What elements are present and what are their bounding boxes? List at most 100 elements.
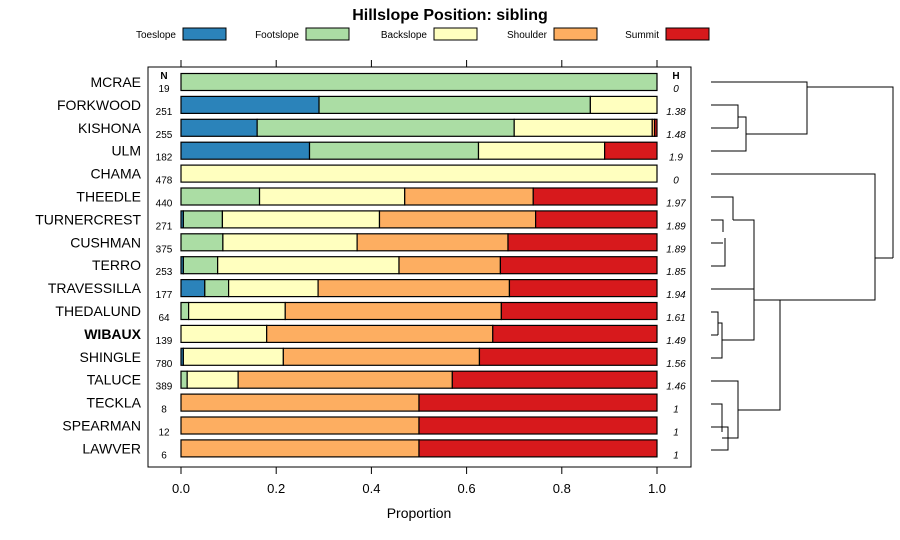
bar-forkwood-toeslope	[180, 95, 320, 115]
legend-label-shoulder: Shoulder	[507, 30, 548, 41]
h-value-mcrae: 0	[673, 84, 679, 95]
legend-label-toeslope: Toeslope	[136, 30, 176, 41]
bar-ulm-toeslope	[180, 141, 311, 160]
bar-turnercrest-summit	[535, 210, 658, 229]
n-value-mcrae: 19	[158, 84, 170, 95]
x-axis-label: Proportion	[387, 505, 452, 521]
x-tick-label: 0.2	[267, 481, 285, 496]
row-label-turnercrest: TURNERCREST	[35, 211, 141, 227]
row-label-forkwood: FORKWOOD	[57, 97, 141, 113]
bar-forkwood-backslope	[589, 95, 658, 115]
h-value-chama: 0	[673, 176, 679, 187]
bar-wibaux-backslope	[180, 324, 268, 343]
bar-teckla-summit	[418, 393, 658, 412]
h-value-ulm: 1.9	[669, 153, 683, 164]
legend-label-summit: Summit	[625, 30, 659, 41]
bar-kishona-toeslope	[180, 118, 258, 137]
bar-lawver-summit	[418, 439, 658, 458]
n-value-shingle: 780	[156, 359, 173, 370]
dendrogram	[711, 81, 894, 451]
x-axis: 0.0 0.2 0.4 0.6 0.8 1.0	[172, 60, 666, 496]
bar-cushman-footslope	[180, 233, 224, 252]
dendrogram-link	[711, 104, 739, 115]
n-value-chama: 478	[156, 176, 173, 187]
dendrogram-link	[711, 403, 723, 432]
bar-turnercrest-footslope	[182, 210, 224, 229]
bar-travessilla-toeslope	[180, 279, 206, 298]
h-value-travessilla: 1.94	[666, 290, 686, 301]
dendrogram-link	[722, 410, 739, 439]
h-value-turnercrest: 1.89	[666, 221, 686, 232]
bar-shingle-shoulder	[282, 347, 481, 366]
legend-label-backslope: Backslope	[381, 30, 428, 41]
row-label-wibaux: WIBAUX	[84, 326, 141, 342]
bar-forkwood-footslope	[318, 95, 591, 115]
dendrogram-link	[711, 311, 719, 335]
row-label-spearman: SPEARMAN	[62, 418, 141, 434]
bar-kishona-backslope	[513, 118, 653, 137]
bar-travessilla-footslope	[204, 279, 230, 298]
legend-swatch-shoulder	[553, 27, 598, 41]
row-label-theedle: THEEDLE	[76, 189, 141, 205]
dendrogram-link	[711, 173, 893, 259]
legend-swatch-summit	[665, 27, 710, 41]
bar-thedalund-backslope	[188, 301, 286, 321]
dendrogram-link	[711, 219, 724, 232]
legend-label-footslope: Footslope	[255, 30, 299, 41]
h-value-wibaux: 1.49	[666, 336, 686, 347]
row-label-thedalund: THEDALUND	[55, 303, 141, 319]
n-value-cushman: 375	[156, 244, 173, 255]
h-value-cushman: 1.89	[666, 244, 686, 255]
bar-kishona-footslope	[256, 118, 515, 137]
bar-terro-footslope	[182, 256, 219, 275]
x-tick-label: 0.0	[172, 481, 190, 496]
n-value-teckla: 8	[161, 405, 167, 416]
dendrogram-link	[780, 258, 876, 301]
bar-thedalund-shoulder	[284, 301, 502, 321]
bar-taluce-summit	[451, 370, 658, 389]
h-value-terro: 1.85	[666, 267, 686, 278]
bar-mcrae-footslope	[180, 72, 658, 92]
dendrogram-link	[738, 299, 781, 411]
x-tick-label: 1.0	[648, 481, 666, 496]
row-label-cushman: CUSHMAN	[70, 234, 141, 250]
dendrogram-link	[722, 260, 755, 341]
bar-cushman-shoulder	[356, 233, 509, 252]
bar-lawver-shoulder	[180, 439, 420, 458]
n-value-turnercrest: 271	[156, 221, 173, 232]
dendrogram-link	[711, 116, 747, 152]
n-value-forkwood: 251	[156, 107, 173, 118]
n-value-ulm: 182	[156, 153, 173, 164]
row-label-shingle: SHINGLE	[80, 349, 141, 365]
dendrogram-link	[711, 238, 726, 267]
bar-taluce-shoulder	[237, 370, 453, 389]
row-label-taluce: TALUCE	[87, 372, 141, 388]
bar-theedle-backslope	[258, 187, 406, 206]
bar-cushman-backslope	[222, 233, 358, 252]
dendrogram-link	[711, 81, 808, 110]
bar-taluce-footslope	[180, 370, 188, 389]
h-value-teckla: 1	[673, 405, 679, 416]
x-tick-label: 0.4	[362, 481, 380, 496]
plot-frame	[147, 66, 692, 468]
row-label-chama: CHAMA	[90, 166, 141, 182]
dendrogram-link	[711, 322, 723, 359]
bar-cushman-summit	[507, 233, 658, 252]
n-value-wibaux: 139	[156, 336, 173, 347]
h-header: H	[672, 71, 679, 82]
h-value-kishona: 1.48	[666, 130, 686, 141]
x-tick-label: 0.8	[553, 481, 571, 496]
dendrogram-link	[711, 219, 755, 290]
bar-ulm-summit	[604, 141, 658, 160]
n-header: N	[160, 71, 167, 82]
bar-terro-summit	[499, 256, 658, 275]
bar-shingle-summit	[478, 347, 658, 366]
bar-teckla-shoulder	[180, 393, 420, 412]
bar-travessilla-shoulder	[317, 279, 511, 298]
bar-taluce-backslope	[186, 370, 239, 389]
legend-swatch-toeslope	[182, 27, 227, 41]
bar-theedle-summit	[532, 187, 658, 206]
bar-wibaux-shoulder	[266, 324, 494, 343]
h-value-taluce: 1.46	[666, 382, 686, 393]
